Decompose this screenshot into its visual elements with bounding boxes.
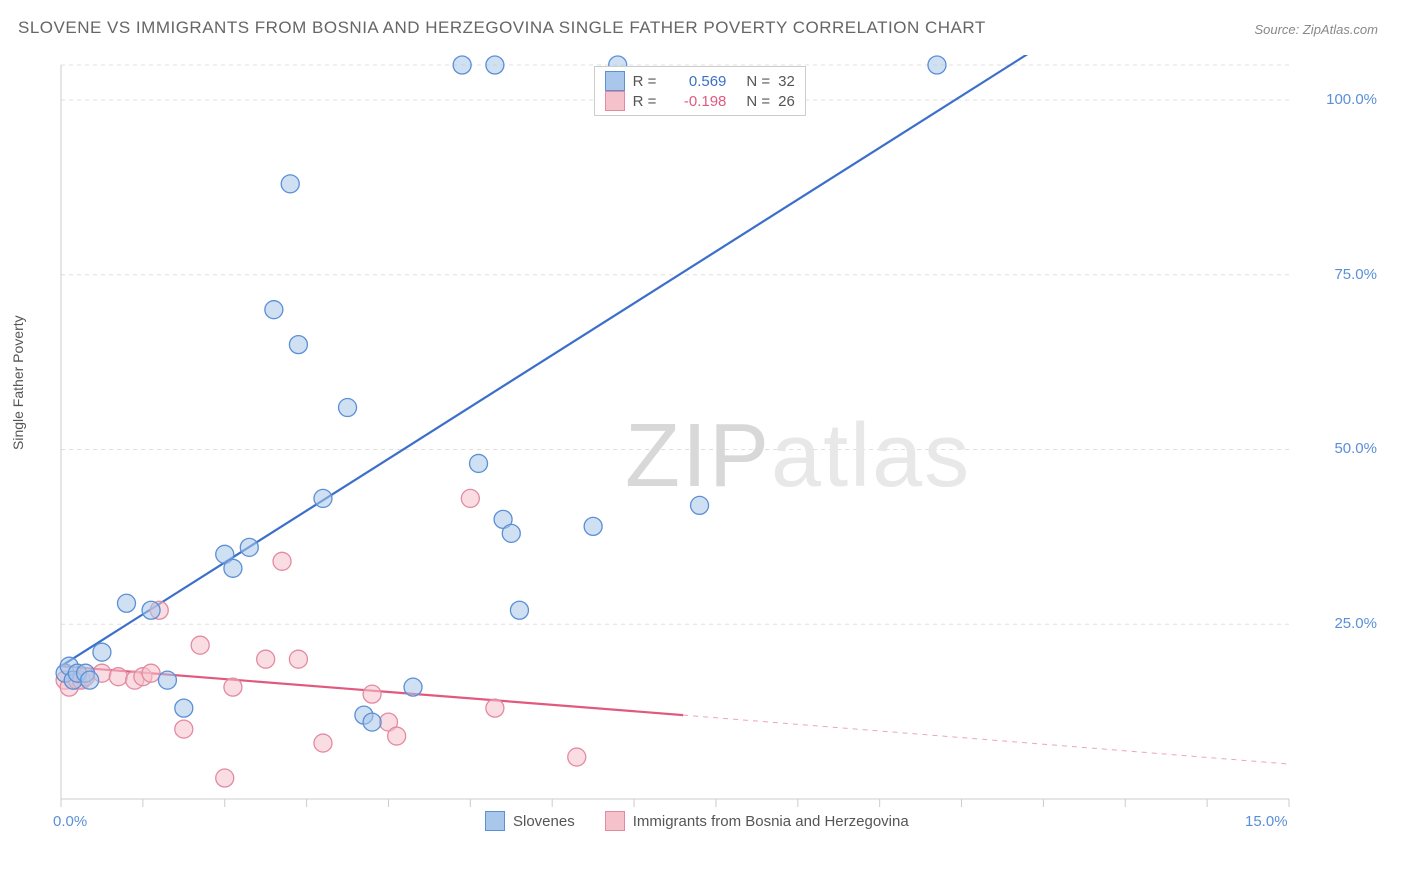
legend-swatch [605,91,625,111]
chart-plot-area: ZIPatlas R = 0.569 N = 32R = -0.198 N = … [55,55,1385,835]
y-axis-label: Single Father Poverty [10,315,26,450]
legend-n-label: N = [746,73,770,90]
source-prefix: Source: [1254,22,1302,37]
legend-r-value: 0.569 [664,73,726,90]
chart-svg [55,55,1385,835]
legend-swatch [605,71,625,91]
series-legend-label: Immigrants from Bosnia and Herzegovina [633,813,909,830]
source-name: ZipAtlas.com [1303,22,1378,37]
legend-r-label: R = [633,73,657,90]
legend-row: R = 0.569 N = 32 [605,71,795,91]
y-tick-label: 50.0% [1334,440,1377,457]
series-legend-item: Immigrants from Bosnia and Herzegovina [605,811,909,831]
source-attribution: Source: ZipAtlas.com [1254,22,1378,37]
series-legend-item: Slovenes [485,811,575,831]
legend-swatch [605,811,625,831]
legend-row: R = -0.198 N = 26 [605,91,795,111]
chart-title: SLOVENE VS IMMIGRANTS FROM BOSNIA AND HE… [18,18,986,38]
x-tick-label: 15.0% [1245,813,1288,830]
y-tick-label: 75.0% [1334,266,1377,283]
legend-n-value: 32 [778,73,795,90]
legend-swatch [485,811,505,831]
legend-r-value: -0.198 [664,93,726,110]
legend-n-label: N = [746,93,770,110]
y-tick-label: 100.0% [1326,91,1377,108]
legend-r-label: R = [633,93,657,110]
series-legend: Slovenes Immigrants from Bosnia and Herze… [485,811,909,831]
y-tick-label: 25.0% [1334,615,1377,632]
legend-n-value: 26 [778,93,795,110]
correlation-legend: R = 0.569 N = 32R = -0.198 N = 26 [594,66,806,116]
series-legend-label: Slovenes [513,813,575,830]
x-tick-label: 0.0% [53,813,87,830]
